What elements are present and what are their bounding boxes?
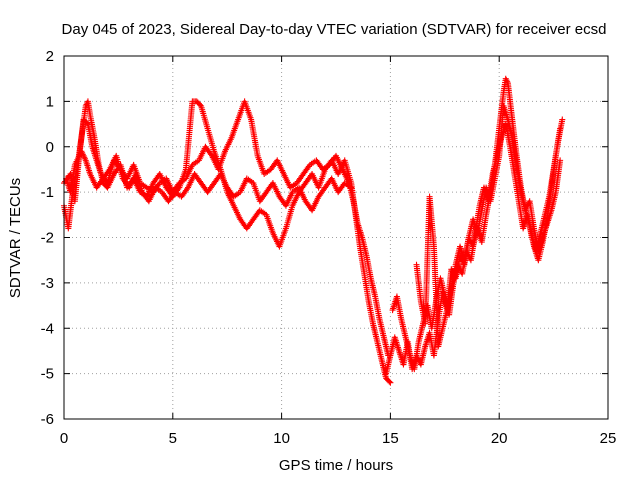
grid (64, 56, 608, 419)
series-markers (61, 98, 392, 359)
series-markers (413, 102, 564, 350)
y-tick-label: -5 (41, 366, 54, 383)
y-tick-label: 1 (46, 93, 54, 110)
y-tick-label: -4 (41, 320, 54, 337)
x-tick-label: 20 (491, 430, 508, 447)
y-tick-label: 0 (46, 139, 54, 156)
series-trace-b (61, 98, 392, 359)
x-tick-label: 15 (382, 430, 399, 447)
y-tick-label: -1 (41, 184, 54, 201)
x-tick-label: 5 (169, 430, 177, 447)
data-points (61, 75, 566, 386)
series-trace-f (413, 102, 564, 350)
series-markers (63, 148, 355, 214)
x-tick-label: 0 (60, 430, 68, 447)
x-tick-labels: 0 5 10 15 20 25 (60, 430, 617, 447)
y-tick-label: -6 (41, 411, 54, 428)
series-trace-c (63, 148, 355, 214)
x-axis-label: GPS time / hours (279, 457, 393, 474)
x-tick-label: 25 (600, 430, 617, 447)
plot-frame (63, 55, 609, 420)
y-tick-label: -2 (41, 230, 54, 247)
chart-title: Day 045 of 2023, Sidereal Day-to-day VTE… (62, 21, 607, 38)
x-tick-label: 10 (273, 430, 290, 447)
y-tick-label: -3 (41, 275, 54, 292)
y-axis-label: SDTVAR / TECUs (7, 178, 24, 298)
y-tick-labels: -6 -5 -4 -3 -2 -1 0 1 2 (41, 48, 54, 428)
y-tick-label: 2 (46, 48, 54, 65)
